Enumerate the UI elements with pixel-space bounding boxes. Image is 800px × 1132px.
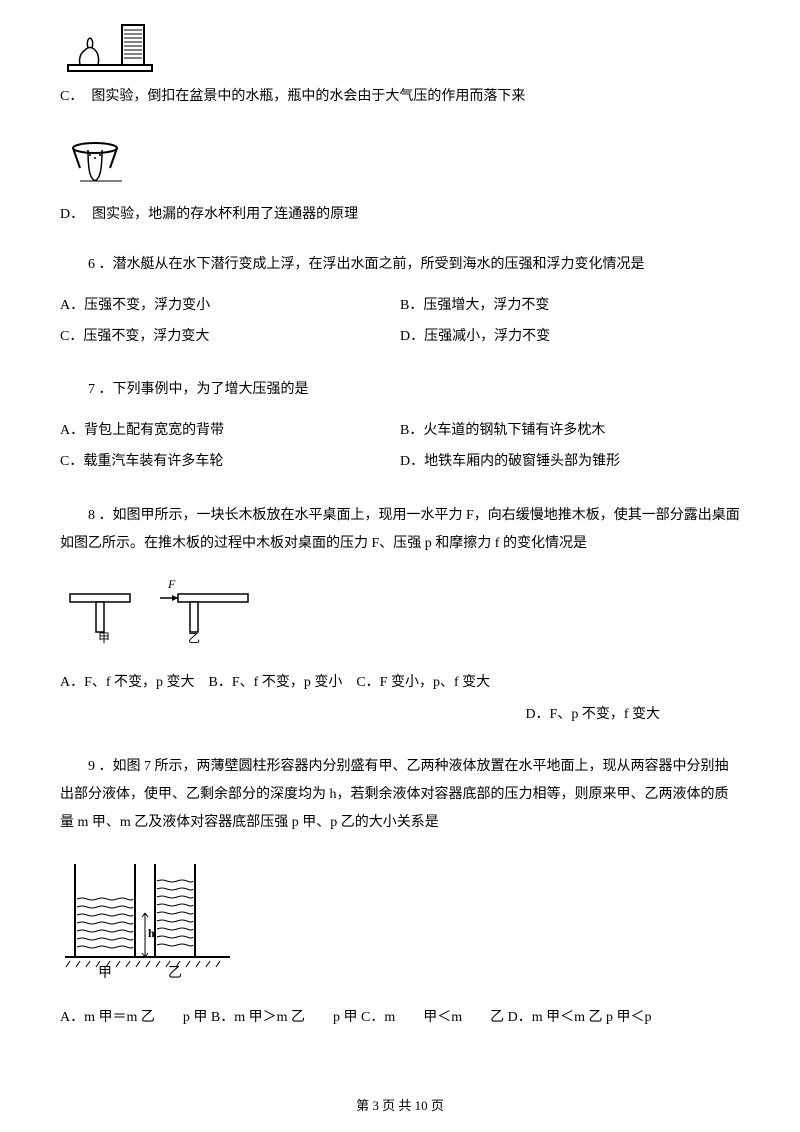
- option-d-label: D．: [60, 204, 84, 226]
- page-footer: 第 3 页 共 10 页: [0, 1095, 800, 1114]
- option-c-label: C．: [60, 86, 83, 108]
- q6-choice-d: D．压强减小，浮力不变: [400, 322, 740, 353]
- q6-choice-a: A．压强不变，浮力变小: [60, 291, 400, 322]
- q6-choices: A．压强不变，浮力变小 B．压强增大，浮力不变 C．压强不变，浮力变大 D．压强…: [60, 291, 740, 353]
- q7-stem: 7 ．下列事例中，为了增大压强的是: [60, 376, 740, 404]
- q7-choice-d: D．地铁车厢内的破窗锤头部为锥形: [400, 447, 740, 478]
- q7-choices: A．背包上配有宽宽的背带 B．火车道的钢轨下铺有许多枕木 C．载重汽车装有许多车…: [60, 416, 740, 478]
- svg-text:h: h: [148, 926, 155, 940]
- q8-figure: 甲 F 乙: [60, 574, 740, 649]
- q9-choices: A．m 甲＝m 乙 p 甲 B．m 甲＞m 乙 p 甲 C．m 甲＜m 乙 D．…: [60, 1004, 740, 1032]
- q6-choice-b: B．压强增大，浮力不变: [400, 291, 740, 322]
- q7-choice-c: C．载重汽车装有许多车轮: [60, 447, 400, 478]
- option-d-image: [60, 138, 740, 198]
- q9-figure: 甲 h 乙: [60, 849, 740, 984]
- svg-text:甲: 甲: [98, 631, 110, 644]
- option-d-text: 图实验，地漏的存水杯利用了连通器的原理: [92, 204, 358, 226]
- option-c-text: 图实验，倒扣在盆景中的水瓶，瓶中的水会由于大气压的作用而落下来: [91, 86, 525, 108]
- option-c-image: [60, 20, 740, 80]
- q6-stem: 6 ．潜水艇从在水下潜行变成上浮，在浮出水面之前，所受到海水的压强和浮力变化情况…: [60, 251, 740, 279]
- option-d-row: D． 图实验，地漏的存水杯利用了连通器的原理: [60, 204, 740, 226]
- q7-choice-a: A．背包上配有宽宽的背带: [60, 416, 400, 447]
- q6-choice-c: C．压强不变，浮力变大: [60, 322, 400, 353]
- q7-choice-b: B．火车道的钢轨下铺有许多枕木: [400, 416, 740, 447]
- q8-choices-line2: D．F、p 不变，f 变大: [525, 707, 660, 722]
- svg-text:乙: 乙: [168, 965, 182, 979]
- svg-text:F: F: [167, 577, 176, 591]
- q8-choices: A．F、f 不变，p 变大 B．F、f 不变，p 变小 C．F 变小，p、f 变…: [60, 669, 740, 729]
- svg-text:乙: 乙: [188, 631, 200, 644]
- q8-choices-line1: A．F、f 不变，p 变大 B．F、f 不变，p 变小 C．F 变小，p、f 变…: [60, 675, 490, 690]
- svg-text:甲: 甲: [98, 966, 112, 979]
- option-c-row: C． 图实验，倒扣在盆景中的水瓶，瓶中的水会由于大气压的作用而落下来: [60, 86, 740, 108]
- q8-stem: 8 ．如图甲所示，一块长木板放在水平桌面上，现用一水平力 F，向右缓慢地推木板，…: [60, 502, 740, 558]
- q9-stem: 9 ．如图 7 所示，两薄壁圆柱形容器内分别盛有甲、乙两种液体放置在水平地面上，…: [60, 753, 740, 837]
